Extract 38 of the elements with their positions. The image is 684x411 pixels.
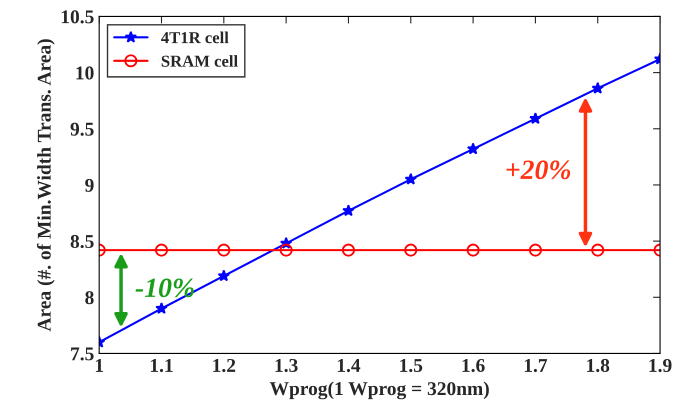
x-tick-label: 1.2: [213, 358, 236, 372]
point: [217, 244, 230, 257]
x-tick-label: 1.6: [462, 358, 485, 372]
point: [404, 172, 417, 185]
point: [466, 244, 480, 257]
annotation: -10%: [136, 278, 194, 298]
point: [155, 244, 168, 257]
y-tick-label: 10: [76, 66, 94, 80]
x-tick-label: 1.7: [524, 358, 548, 372]
x-tick-label: 1.4: [338, 358, 360, 372]
x-tick-label: 1.9: [649, 358, 672, 372]
x-tick-label: 1.3: [276, 358, 298, 372]
y-tick-label: 8: [85, 291, 94, 304]
x-axis-title: Wprog(1 Wprog = 320nm): [270, 382, 489, 400]
y-tick-label: 8.5: [70, 234, 94, 248]
point: [342, 204, 355, 216]
y-tick-label: 7.5: [71, 347, 94, 360]
point: [466, 142, 480, 154]
y-tick-label: 10.5: [62, 10, 94, 24]
point: [155, 302, 168, 314]
point: [528, 244, 542, 257]
x-tick-label: 1.5: [400, 358, 422, 372]
x-tick-label: 1.8: [587, 358, 610, 372]
y-axis-title: Area (#. of Min.Width Trans. Area): [36, 39, 55, 332]
point: [404, 244, 418, 257]
point: [342, 244, 355, 257]
legend-label: SRAM cell: [162, 55, 238, 67]
y-tick-label: 9.5: [70, 122, 94, 136]
point: [592, 82, 604, 94]
y-tick-label: 9: [85, 178, 94, 192]
point: [529, 112, 542, 124]
legend-label: 4T1R cell: [161, 32, 229, 44]
x-tick-label: 1.1: [150, 358, 173, 372]
point: [280, 244, 293, 257]
x-tick-label: 1: [96, 358, 104, 372]
point: [591, 244, 604, 257]
point: [218, 269, 230, 282]
annotation: +20%: [506, 160, 570, 180]
